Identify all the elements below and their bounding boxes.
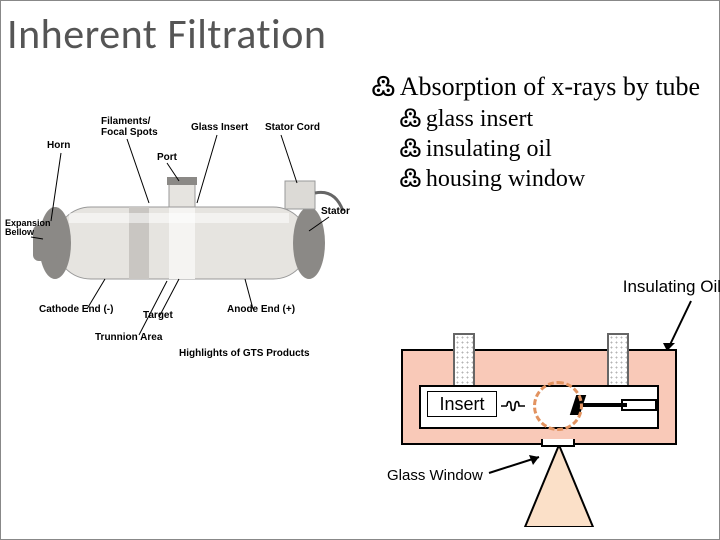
- photo-label-filaments: Filaments/ Focal Spots: [101, 117, 158, 138]
- lead-shield-left: [453, 333, 475, 387]
- bullet-sub-2: ߷housing window: [399, 164, 706, 194]
- rotating-anode-disc: [533, 381, 583, 431]
- photo-label-stator: Stator: [321, 207, 350, 218]
- bullet-list: ߷Absorption of x-rays by tube ߷glass ins…: [371, 71, 706, 194]
- photo-label-cathode-end: Cathode End (-): [39, 305, 113, 316]
- bullet-icon: ߷: [399, 104, 422, 134]
- xray-tube-photo: Horn Filaments/ Focal Spots Port Glass I…: [9, 111, 361, 365]
- label-glass-window: Glass Window: [387, 467, 483, 484]
- arrow-window-icon: [487, 453, 547, 477]
- bullet-main-text: Absorption of x-rays by tube: [400, 72, 700, 101]
- bullet-main: ߷Absorption of x-rays by tube: [371, 71, 706, 102]
- photo-label-port: Port: [157, 153, 177, 164]
- bullet-sub-0: ߷glass insert: [399, 104, 706, 134]
- photo-label-horn: Horn: [47, 141, 70, 152]
- label-insulating-oil: Insulating Oil: [591, 277, 720, 297]
- bullet-icon: ߷: [399, 164, 422, 194]
- bullet-icon: ߷: [371, 71, 396, 102]
- photo-label-expansion-bellow: Expansion Bellow: [5, 219, 53, 238]
- insert-label: Insert: [427, 391, 497, 417]
- photo-label-trunnion: Trunnion Area: [95, 333, 162, 344]
- photo-label-target: Target: [143, 311, 173, 322]
- cathode-filament-icon: [501, 399, 529, 413]
- photo-label-caption: Highlights of GTS Products: [179, 349, 310, 360]
- photo-label-anode-end: Anode End (+): [227, 305, 295, 316]
- page-title: Inherent Filtration: [7, 9, 326, 60]
- photo-label-glass-insert: Glass Insert: [191, 123, 248, 134]
- bullet-sub-text: glass insert: [426, 106, 533, 132]
- lead-shield-right: [607, 333, 629, 387]
- bullet-icon: ߷: [399, 134, 422, 164]
- bullet-sub-text: insulating oil: [426, 136, 552, 162]
- tube-schematic: Insulating Oil Insert Glass Window: [379, 319, 709, 529]
- photo-label-stator-cord: Stator Cord: [265, 123, 320, 134]
- slide: Inherent Filtration ߷Absorption of x-ray…: [0, 0, 720, 540]
- bullet-sub-1: ߷insulating oil: [399, 134, 706, 164]
- anode-stem: [579, 403, 627, 407]
- bullet-sub-text: housing window: [426, 166, 585, 192]
